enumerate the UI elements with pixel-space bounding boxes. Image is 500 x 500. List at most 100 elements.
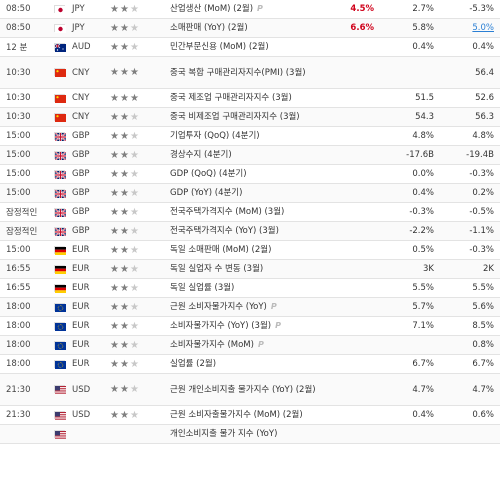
event-name-text[interactable]: 중국 제조업 구매관리자지수 (3월) bbox=[170, 93, 292, 103]
country-flag-icon bbox=[52, 405, 68, 425]
event-name[interactable]: 소비자물가지수 (MoM) P bbox=[166, 335, 320, 355]
event-name-text[interactable]: 독일 실업자 수 변동 (3월) bbox=[170, 264, 264, 274]
event-name[interactable]: 독일 실업률 (3월) bbox=[166, 278, 320, 298]
previous-value: 0.2% bbox=[440, 183, 500, 203]
importance-stars: ★★★ bbox=[106, 145, 166, 165]
event-name-text[interactable]: 실업률 (2월) bbox=[170, 359, 217, 369]
event-name-text[interactable]: 전국주택가격지수 (YoY) (3월) bbox=[170, 226, 279, 236]
event-name-text[interactable]: 중국 복합 구매관리자지수(PMI) (3월) bbox=[170, 67, 306, 78]
star-icon: ★ bbox=[119, 130, 130, 142]
event-name-text[interactable]: 중국 비제조업 구매관리자지수 (3월) bbox=[170, 112, 300, 122]
previous-value: 56.3 bbox=[440, 107, 500, 127]
previous-value: 56.4 bbox=[440, 56, 500, 89]
event-name-text[interactable]: 독일 실업률 (3월) bbox=[170, 283, 235, 293]
table-row[interactable]: 08:50 JPY ★★★ 소매판매 (YoY) (2월) 6.6% 5.8% 5.0% bbox=[0, 18, 500, 38]
event-name-text[interactable]: GDP (YoY) (4분기) bbox=[170, 188, 243, 198]
event-name[interactable]: 근원 소비자물가지수 (YoY) P bbox=[166, 297, 320, 317]
table-row[interactable]: 15:00 GBP ★★★ 경상수지 (4분기) -17.6B -19.4B bbox=[0, 145, 500, 165]
table-row[interactable]: 16:55 EUR ★★★ 독일 실업자 수 변동 (3월) 3K 2K bbox=[0, 259, 500, 279]
event-time: 잠정적인 bbox=[0, 202, 52, 222]
star-icon: ★ bbox=[119, 384, 130, 395]
star-icon: ★ bbox=[110, 67, 120, 78]
previous-value: 5.5% bbox=[440, 278, 500, 298]
table-row[interactable]: 08:50 JPY ★★★ 산업생산 (MoM) (2월) P 4.5% 2.7% -5.3% bbox=[0, 0, 500, 19]
event-name[interactable]: 독일 실업자 수 변동 (3월) bbox=[166, 259, 320, 279]
table-row[interactable]: 개인소비지출 물가 지수 (YoY) bbox=[0, 424, 500, 444]
event-name[interactable]: 중국 제조업 구매관리자지수 (3월) bbox=[166, 88, 320, 108]
currency-code: GBP bbox=[68, 126, 106, 146]
table-row[interactable]: 16:55 EUR ★★★ 독일 실업률 (3월) 5.5% 5.5% bbox=[0, 278, 500, 298]
star-icon: ★ bbox=[129, 301, 140, 313]
table-row[interactable]: 잠정적인 GBP ★★★ 전국주택가격지수 (MoM) (3월) -0.3% -0.5% bbox=[0, 202, 500, 222]
event-name[interactable]: GDP (QoQ) (4분기) bbox=[166, 164, 320, 184]
event-name-text[interactable]: 근원 소비자출물가지수 (MoM) (2월) bbox=[170, 410, 303, 420]
table-row[interactable]: 18:00 EUR ★★★ 실업률 (2월) 6.7% 6.7% bbox=[0, 354, 500, 374]
star-icon: ★ bbox=[129, 206, 140, 218]
event-name[interactable]: GDP (YoY) (4분기) bbox=[166, 183, 320, 203]
event-time: 18:00 bbox=[0, 335, 52, 355]
event-name-text[interactable]: 산업생산 (MoM) (2월) bbox=[170, 4, 254, 14]
event-name[interactable]: 전국주택가격지수 (YoY) (3월) bbox=[166, 221, 320, 241]
table-row[interactable]: 15:00 GBP ★★★ GDP (QoQ) (4분기) 0.0% -0.3% bbox=[0, 164, 500, 184]
event-name-text[interactable]: 기업투자 (QoQ) (4분기) bbox=[170, 131, 260, 141]
event-time: 16:55 bbox=[0, 259, 52, 279]
table-row[interactable]: 18:00 EUR ★★★ 소비자물가지수 (YoY) (3월) P 7.1% 8.5% bbox=[0, 316, 500, 336]
star-icon: ★ bbox=[119, 149, 130, 161]
table-row[interactable]: 12 분 AUD ★★★ 민간부문신용 (MoM) (2월) 0.4% 0.4% bbox=[0, 37, 500, 57]
event-name[interactable]: 근원 소비자출물가지수 (MoM) (2월) bbox=[166, 405, 320, 425]
star-icon: ★ bbox=[129, 149, 140, 161]
previous-value: 4.8% bbox=[440, 126, 500, 146]
event-name[interactable]: 소비자물가지수 (YoY) (3월) P bbox=[166, 316, 320, 336]
previous-value: -0.3% bbox=[440, 240, 500, 260]
star-icon: ★ bbox=[110, 244, 120, 256]
previous-value[interactable]: 5.0% bbox=[440, 18, 500, 38]
star-icon: ★ bbox=[129, 339, 140, 351]
event-name[interactable]: 기업투자 (QoQ) (4분기) bbox=[166, 126, 320, 146]
event-time: 15:00 bbox=[0, 240, 52, 260]
event-name[interactable]: 산업생산 (MoM) (2월) P bbox=[166, 0, 320, 19]
previous-value: 8.5% bbox=[440, 316, 500, 336]
country-flag-icon bbox=[52, 107, 68, 127]
event-name[interactable]: 중국 복합 구매관리자지수(PMI) (3월) bbox=[166, 56, 320, 89]
event-name-text[interactable]: 경상수지 (4분기) bbox=[170, 150, 232, 160]
event-name[interactable]: 중국 비제조업 구매관리자지수 (3월) bbox=[166, 107, 320, 127]
previous-value-text: 0.4% bbox=[472, 42, 494, 52]
previous-value: -5.3% bbox=[440, 0, 500, 19]
event-name[interactable]: 민간부문신용 (MoM) (2월) bbox=[166, 37, 320, 57]
star-icon: ★ bbox=[119, 92, 130, 104]
previous-value-text: 0.8% bbox=[472, 340, 494, 350]
event-name-text[interactable]: 소비자물가지수 (YoY) (3월) bbox=[170, 321, 272, 331]
event-name-text[interactable]: 근원 소비자물가지수 (YoY) bbox=[170, 302, 267, 312]
event-name[interactable]: 소매판매 (YoY) (2월) bbox=[166, 18, 320, 38]
event-name[interactable]: 경상수지 (4분기) bbox=[166, 145, 320, 165]
table-row[interactable]: 15:00 GBP ★★★ 기업투자 (QoQ) (4분기) 4.8% 4.8% bbox=[0, 126, 500, 146]
table-row[interactable]: 15:00 GBP ★★★ GDP (YoY) (4분기) 0.4% 0.2% bbox=[0, 183, 500, 203]
event-time: 21:30 bbox=[0, 373, 52, 406]
event-name-text[interactable]: 민간부문신용 (MoM) (2월) bbox=[170, 42, 269, 52]
forecast-value: 0.4% bbox=[380, 405, 440, 425]
table-row[interactable]: 15:00 EUR ★★★ 독일 소매판매 (MoM) (2월) 0.5% -0.3% bbox=[0, 240, 500, 260]
event-name[interactable]: 개인소비지출 물가 지수 (YoY) bbox=[166, 424, 320, 444]
event-name-text[interactable]: 독일 소매판매 (MoM) (2월) bbox=[170, 245, 272, 255]
event-name-text[interactable]: 소매판매 (YoY) (2월) bbox=[170, 23, 248, 33]
table-row[interactable]: 18:00 EUR ★★★ 근원 소비자물가지수 (YoY) P 5.7% 5.6% bbox=[0, 297, 500, 317]
table-row[interactable]: 21:30 USD ★★★ 근원 소비자출물가지수 (MoM) (2월) 0.4% 0.6… bbox=[0, 405, 500, 425]
table-row[interactable]: 10:30 CNY ★★★ 중국 비제조업 구매관리자지수 (3월) 54.3 56.3 bbox=[0, 107, 500, 127]
event-name[interactable]: 독일 소매판매 (MoM) (2월) bbox=[166, 240, 320, 260]
table-row[interactable]: 10:30 CNY ★★★ 중국 제조업 구매관리자지수 (3월) 51.5 52.6 bbox=[0, 88, 500, 108]
table-row[interactable]: 잠정적인 GBP ★★★ 전국주택가격지수 (YoY) (3월) -2.2% -1.1% bbox=[0, 221, 500, 241]
event-name[interactable]: 근원 개인소비지출 물가지수 (YoY) (2월) bbox=[166, 373, 320, 406]
event-name-text[interactable]: 전국주택가격지수 (MoM) (3월) bbox=[170, 207, 285, 217]
event-name-text[interactable]: 소비자물가지수 (MoM) bbox=[170, 340, 254, 350]
actual-value bbox=[320, 297, 380, 317]
event-name[interactable]: 실업률 (2월) bbox=[166, 354, 320, 374]
table-row[interactable]: 10:30 CNY ★★★ 중국 복합 구매관리자지수(PMI) (3월) 56.4 bbox=[0, 56, 500, 89]
event-time: 15:00 bbox=[0, 164, 52, 184]
event-name-text[interactable]: GDP (QoQ) (4분기) bbox=[170, 169, 247, 179]
event-name-text[interactable]: 근원 개인소비지출 물가지수 (YoY) (2월) bbox=[170, 384, 316, 395]
actual-value: 6.6% bbox=[320, 18, 380, 38]
table-row[interactable]: 18:00 EUR ★★★ 소비자물가지수 (MoM) P 0.8% bbox=[0, 335, 500, 355]
table-row[interactable]: 21:30 USD ★★★ 근원 개인소비지출 물가지수 (YoY) (2월) 4.7%… bbox=[0, 373, 500, 406]
event-name-text[interactable]: 개인소비지출 물가 지수 (YoY) bbox=[170, 429, 278, 439]
event-name[interactable]: 전국주택가격지수 (MoM) (3월) bbox=[166, 202, 320, 222]
